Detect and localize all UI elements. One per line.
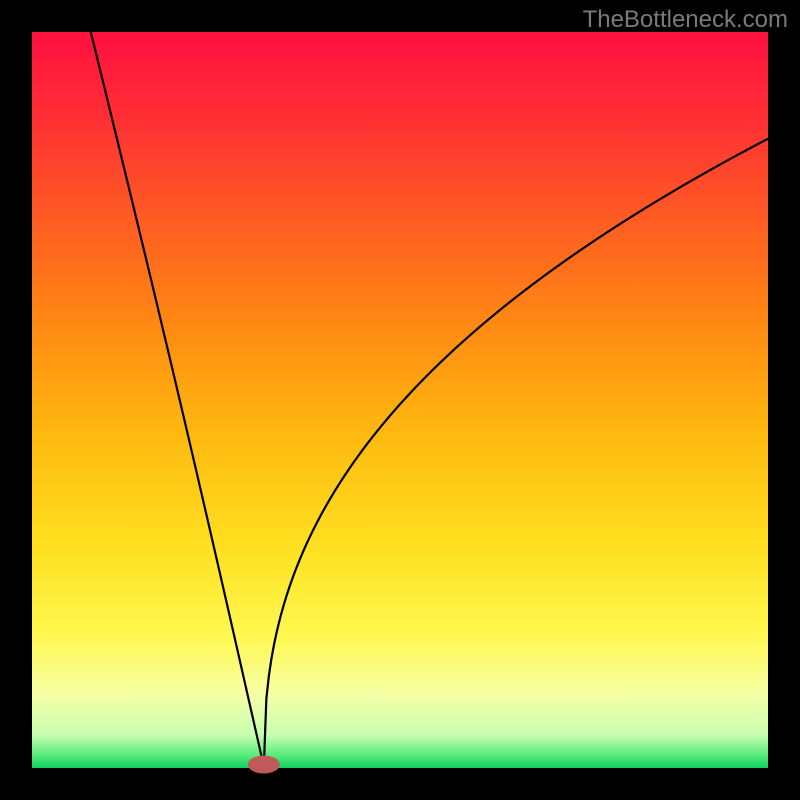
watermark-text: TheBottleneck.com	[583, 6, 788, 34]
bottleneck-chart	[0, 0, 800, 800]
chart-container: TheBottleneck.com	[0, 0, 800, 800]
plot-area	[32, 32, 768, 768]
optimal-point-marker	[248, 756, 280, 774]
